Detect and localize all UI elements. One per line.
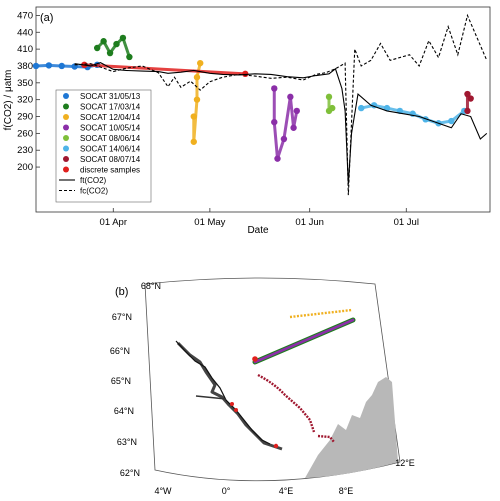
panel-a-label: (a) xyxy=(40,12,53,24)
y-tick-label: 470 xyxy=(17,10,33,21)
line-ft-co2- xyxy=(74,62,488,184)
fco2-line-series xyxy=(74,13,488,196)
legend-label: fc(CO2) xyxy=(80,187,108,196)
y-tick-label: 290 xyxy=(17,112,33,123)
legend-label: SOCAT 31/05/13 xyxy=(80,92,141,101)
lon-label-12e: 12°E xyxy=(395,458,415,468)
discrete-sample xyxy=(230,402,234,406)
legend-label: SOCAT 12/04/14 xyxy=(80,113,141,122)
series-trace xyxy=(272,88,299,161)
x-axis: 01 Apr 01 May 01 Jun 01 Jul xyxy=(100,208,419,228)
discrete-sample xyxy=(234,408,238,412)
series-socat-08-07-14 xyxy=(464,90,474,115)
socat-scatter-series xyxy=(32,34,474,162)
discrete-sample xyxy=(273,443,279,449)
legend-swatch xyxy=(63,103,69,110)
lat-label-66: 66°N xyxy=(110,346,130,356)
series-socat-10-05-14 xyxy=(271,85,301,162)
lat-label-65: 65°N xyxy=(111,376,131,386)
legend-label: SOCAT 17/03/14 xyxy=(80,103,141,112)
lat-label-68: 68°N xyxy=(141,281,161,291)
y-tick-label: 200 xyxy=(17,162,33,173)
latitude-labels: 62°N 63°N 64°N 65°N 66°N 67°N 68°N xyxy=(110,281,161,478)
line-fc-co2- xyxy=(74,13,488,196)
x-axis-label: Date xyxy=(247,225,269,236)
track-socat-10-05-14 xyxy=(253,318,355,364)
x-tick-label: 01 Jul xyxy=(394,217,419,228)
map-panel: (b) 62°N 63°N 64°N 65°N 66°N 67°N 68°N 4… xyxy=(110,277,415,496)
x-tick-label: 01 Jun xyxy=(295,217,324,228)
y-tick-label: 260 xyxy=(17,128,33,139)
y-tick-label: 440 xyxy=(17,27,33,38)
legend-swatch xyxy=(63,93,69,99)
series-socat-08-06-14 xyxy=(325,93,336,115)
lat-label-63: 63°N xyxy=(117,437,137,447)
x-tick-label: 01 Apr xyxy=(100,217,127,228)
legend-swatch xyxy=(63,145,69,152)
y-tick-label: 320 xyxy=(17,95,33,106)
lon-label-4e: 4°E xyxy=(279,486,294,496)
legend-label: SOCAT 08/07/14 xyxy=(80,155,141,164)
series-trace xyxy=(360,103,466,125)
lat-label-62: 62°N xyxy=(120,468,140,478)
y-tick-label: 230 xyxy=(17,145,33,156)
legend-label: discrete samples xyxy=(80,166,140,175)
legend-swatch xyxy=(63,124,69,131)
y-axis-label: f(CO2) / μatm xyxy=(3,70,14,131)
panel-b-label: (b) xyxy=(115,286,128,298)
y-tick-label: 380 xyxy=(17,61,33,72)
ship-track-branch xyxy=(195,395,227,400)
series-trace xyxy=(327,96,334,113)
track-socat-08-07-14 xyxy=(257,373,335,443)
series-trace xyxy=(96,36,131,58)
series-trace xyxy=(465,92,472,111)
data-point xyxy=(464,107,471,115)
legend-swatch xyxy=(63,135,69,141)
series-trace xyxy=(84,63,246,76)
lon-label-0: 0° xyxy=(222,486,231,496)
legend-swatch xyxy=(63,114,69,120)
series-socat-17-03-14 xyxy=(93,34,133,61)
series-trace xyxy=(35,63,98,69)
lon-label-8e: 8°E xyxy=(339,486,354,496)
x-tick-label: 01 May xyxy=(194,217,225,228)
series-socat-14-06-14 xyxy=(358,102,468,127)
lat-label-64: 64°N xyxy=(114,406,134,416)
lon-label-4w: 4°W xyxy=(154,486,172,496)
legend-swatch xyxy=(63,166,69,173)
legend-label: ft(CO2) xyxy=(80,176,107,185)
longitude-labels: 4°W 0° 4°E 8°E 12°E xyxy=(154,458,414,496)
legend-swatch xyxy=(63,156,69,162)
ship-track-detail xyxy=(175,340,271,445)
legend-label: SOCAT 08/06/14 xyxy=(80,134,141,143)
time-series-panel: (a) 200 230 260 290 320 350 380 410 440 470 01 Ap… xyxy=(3,6,491,236)
lat-label-67: 67°N xyxy=(112,312,132,322)
y-tick-label: 410 xyxy=(17,44,33,55)
legend-label: SOCAT 10/05/14 xyxy=(80,124,141,133)
discrete-sample xyxy=(252,356,258,362)
y-tick-label: 350 xyxy=(17,78,33,89)
legend-frame xyxy=(55,89,152,203)
legend-label: SOCAT 14/06/14 xyxy=(80,145,141,154)
ship-track-black xyxy=(176,341,283,451)
land-mass xyxy=(305,377,398,478)
